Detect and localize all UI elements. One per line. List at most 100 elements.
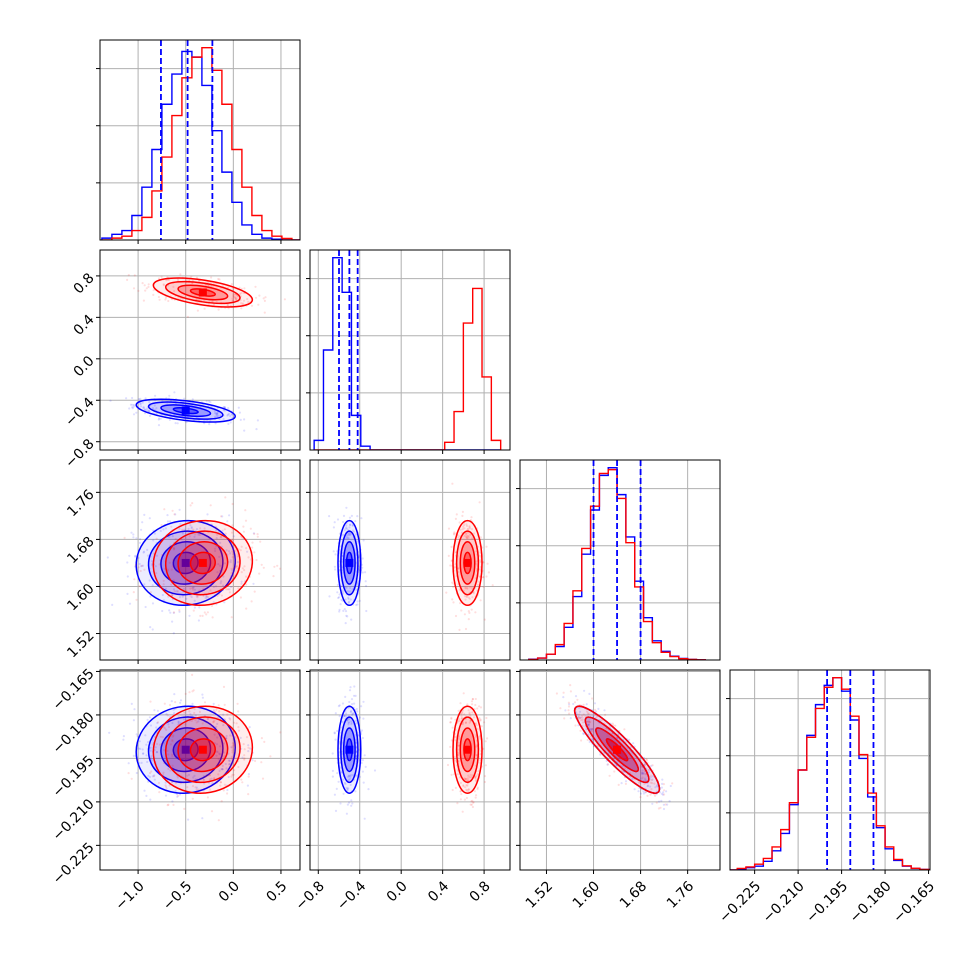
scatter-point	[449, 721, 452, 724]
scatter-point	[174, 513, 177, 516]
scatter-point	[193, 708, 196, 711]
scatter-point	[209, 589, 212, 592]
scatter-point	[165, 787, 168, 790]
scatter-point	[182, 587, 186, 591]
scatter-point	[150, 759, 153, 762]
scatter-point	[583, 689, 586, 692]
scatter-point	[152, 539, 155, 542]
scatter-point	[458, 776, 461, 779]
scatter-point	[144, 734, 147, 737]
scatter-point	[212, 720, 215, 723]
scatter-point	[154, 746, 157, 749]
scatter-point	[222, 685, 226, 689]
scatter-point	[461, 723, 464, 726]
scatter-point	[156, 721, 159, 725]
scatter-point	[179, 273, 182, 276]
scatter-point	[173, 391, 176, 394]
scatter-point	[243, 754, 246, 757]
scatter-point	[470, 516, 473, 519]
scatter-point	[210, 604, 214, 608]
scatter-point	[132, 536, 135, 539]
scatter-point	[192, 586, 195, 589]
scatter-point	[240, 302, 243, 305]
scatter-point	[660, 799, 663, 803]
scatter-point	[579, 716, 582, 719]
scatter-point	[176, 422, 179, 425]
scatter-point	[217, 308, 220, 311]
scatter-point	[458, 720, 461, 723]
scatter-point	[227, 550, 231, 553]
scatter-point	[250, 600, 253, 603]
scatter-point	[182, 780, 185, 784]
scatter-point	[660, 792, 663, 795]
scatter-point	[597, 707, 600, 711]
scatter-point	[158, 791, 161, 794]
scatter-point	[467, 536, 470, 539]
scatter-point	[164, 587, 168, 590]
scatter-point	[457, 744, 460, 747]
scatter-point	[450, 545, 453, 549]
scatter-point	[637, 790, 640, 793]
y-tick-label-p2-0: 1.52	[64, 628, 97, 661]
scatter-point	[208, 537, 211, 540]
scatter-point	[591, 727, 594, 731]
scatter-point	[160, 524, 163, 527]
scatter-point	[142, 406, 145, 409]
scatter-point	[476, 583, 480, 587]
scatter-point	[239, 596, 242, 599]
scatter-point	[454, 718, 457, 721]
scatter-point	[231, 524, 234, 527]
density-peak-blue	[345, 558, 354, 567]
scatter-point	[462, 525, 465, 528]
scatter-point	[342, 609, 345, 613]
scatter-point	[461, 528, 464, 531]
scatter-point	[465, 778, 468, 781]
scatter-point	[226, 414, 229, 417]
scatter-point	[230, 567, 233, 570]
scatter-point	[349, 711, 352, 714]
scatter-point	[230, 775, 233, 778]
scatter-point	[186, 529, 189, 533]
scatter-point	[582, 732, 585, 735]
scatter-point	[589, 735, 592, 738]
scatter-point	[361, 770, 364, 773]
scatter-point	[229, 421, 232, 424]
scatter-point	[459, 798, 462, 801]
scatter-point	[458, 628, 461, 632]
scatter-point	[447, 554, 450, 558]
scatter-point	[241, 302, 244, 305]
scatter-point	[580, 739, 583, 742]
scatter-point	[168, 784, 171, 787]
scatter-point	[234, 296, 237, 299]
scatter-point	[143, 412, 147, 415]
scatter-point	[573, 701, 577, 704]
scatter-point	[155, 537, 158, 540]
scatter-point	[194, 667, 196, 669]
y-tick-label-p3-1: −0.210	[50, 796, 98, 844]
scatter-point	[657, 807, 661, 810]
scatter-point	[347, 774, 350, 777]
scatter-point	[460, 531, 464, 534]
scatter-point	[122, 738, 125, 741]
scatter-point	[183, 711, 186, 714]
histogram-red-p2	[528, 468, 706, 660]
scatter-point	[245, 547, 248, 550]
scatter-point	[606, 763, 610, 766]
scatter-point	[211, 782, 214, 785]
scatter-point	[131, 396, 134, 400]
scatter-point	[177, 720, 180, 723]
scatter-point	[651, 778, 654, 781]
scatter-point	[225, 767, 228, 770]
scatter-point	[171, 753, 174, 756]
scatter-point	[230, 283, 233, 286]
scatter-point	[205, 775, 208, 778]
scatter-point	[165, 296, 168, 299]
scatter-point	[568, 712, 571, 715]
scatter-point	[361, 557, 364, 560]
scatter-point	[245, 736, 249, 739]
scatter-point	[172, 632, 175, 635]
scatter-point	[170, 700, 173, 703]
scatter-point	[202, 779, 205, 782]
scatter-point	[467, 774, 470, 777]
scatter-point	[346, 615, 349, 618]
